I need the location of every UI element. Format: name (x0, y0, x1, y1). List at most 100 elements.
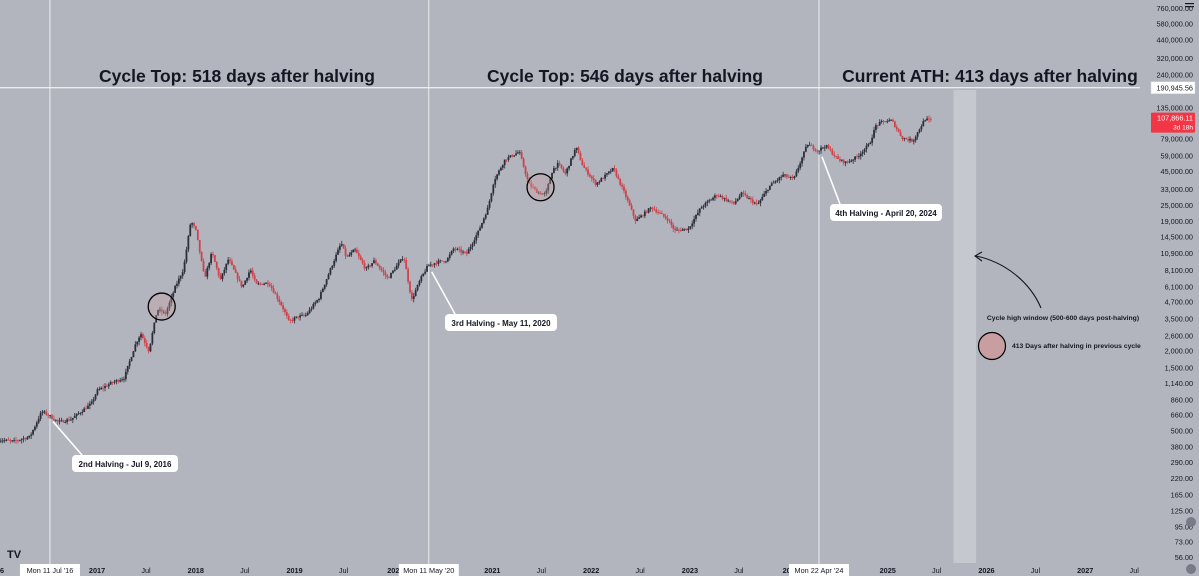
candle (306, 311, 309, 316)
settings-icon[interactable] (1185, 3, 1194, 5)
price-tick-label: 860.00 (1171, 395, 1193, 404)
candle (249, 268, 252, 274)
window-legend-label: Cycle high window (500-600 days post-hal… (987, 315, 1139, 322)
candle (166, 306, 169, 317)
cycle-high-window-layer (953, 90, 977, 563)
candle (517, 150, 519, 154)
cycle-titles-layer: Cycle Top: 518 days after halving Cycle T… (99, 66, 1138, 86)
candle (278, 296, 281, 305)
candle (289, 318, 292, 324)
candle (113, 379, 116, 385)
candle (623, 183, 625, 194)
candle (242, 284, 245, 288)
candle (268, 281, 271, 288)
candle (698, 208, 701, 217)
candle (126, 365, 129, 375)
candle (458, 246, 461, 253)
candle (632, 209, 635, 219)
candle (295, 316, 298, 319)
price-tick-label: 240,000.00 (1156, 71, 1193, 80)
candle (573, 147, 576, 158)
candle (47, 413, 50, 419)
halving-callout-box-4 (830, 204, 942, 221)
candle (352, 249, 355, 253)
candle (321, 287, 324, 293)
price-axis[interactable]: 760,000.00 580,000.00 440,000.00 320,000.00… (1141, 0, 1199, 576)
candle (695, 214, 697, 222)
candle (537, 191, 540, 195)
candle (920, 124, 923, 132)
price-tick-label: 19,000.00 (1161, 217, 1193, 226)
candle (481, 222, 483, 229)
candle (157, 309, 159, 316)
price-tick-label: 6,100.00 (1165, 282, 1193, 291)
candle (558, 160, 561, 167)
candle (187, 234, 190, 253)
time-tick-label: Jul (339, 566, 349, 575)
candle (356, 247, 358, 254)
candle (240, 280, 243, 289)
candle (890, 119, 892, 121)
candle (386, 273, 389, 280)
candle (511, 154, 514, 158)
price-tick-label: 135,000.00 (1156, 104, 1193, 113)
halving-date-badge-3 (398, 564, 459, 576)
candle (477, 230, 480, 238)
candle (865, 142, 868, 153)
candle (0, 438, 2, 443)
settings-icon[interactable] (1185, 6, 1194, 8)
candle (875, 123, 877, 133)
candle (893, 120, 896, 128)
candle (71, 417, 74, 423)
candle (776, 178, 779, 183)
candle (210, 252, 212, 266)
time-tick-label: 2023 (682, 566, 698, 575)
candle (223, 267, 226, 276)
candle (142, 332, 144, 339)
candle (325, 278, 328, 287)
candle (801, 156, 803, 167)
auto-scale-icon[interactable] (1186, 517, 1196, 527)
time-axis[interactable]: 016 2017 Jul 2018 Jul 2019 Jul 202 2021 Jul 2022 Ju… (0, 517, 1196, 576)
candle (793, 175, 796, 180)
candle (859, 150, 862, 160)
candle (806, 144, 809, 149)
candle (757, 200, 760, 205)
candle (507, 154, 510, 162)
candle (554, 167, 557, 171)
candle (693, 215, 695, 228)
candle (215, 261, 218, 271)
candle (371, 263, 373, 268)
candle (198, 239, 201, 255)
candle (124, 368, 127, 382)
price-tick-label: 59,000.00 (1161, 151, 1193, 160)
candle (645, 210, 648, 214)
candle (704, 201, 707, 209)
scale-toggle-icon[interactable] (1186, 564, 1196, 574)
candle (787, 174, 790, 178)
candle (357, 249, 360, 260)
candle (195, 225, 197, 231)
candle (320, 289, 322, 301)
candle (244, 279, 247, 285)
candle (189, 223, 192, 237)
candle (382, 267, 385, 276)
candle (668, 218, 671, 224)
candle (812, 144, 815, 152)
candle (814, 147, 817, 153)
price-tick-label: 440,000.00 (1156, 36, 1193, 45)
candle (526, 171, 529, 182)
price-axis-background (1141, 0, 1199, 576)
candle (666, 214, 669, 224)
candle (422, 273, 425, 277)
candle (723, 197, 726, 202)
candle (13, 437, 16, 443)
candle (412, 292, 415, 303)
candle (492, 183, 495, 196)
candle (414, 287, 417, 297)
time-tick-label: 2018 (188, 566, 204, 575)
candle (316, 299, 319, 304)
cycle-title-3: Current ATH: 413 days after halving (842, 66, 1138, 86)
candle (653, 205, 656, 211)
candle (416, 284, 419, 292)
